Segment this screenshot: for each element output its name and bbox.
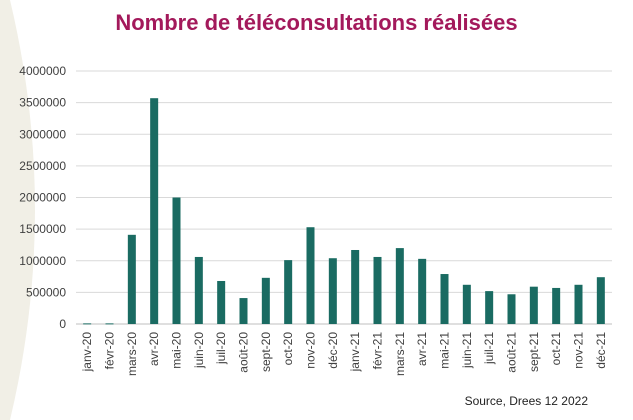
y-tick-label: 0 — [59, 317, 66, 331]
x-tick-label: août-20 — [237, 332, 251, 373]
bar-avr-21 — [418, 258, 427, 324]
x-tick-label: sept-21 — [527, 332, 541, 372]
x-tick-label: juil-21 — [482, 332, 496, 365]
bar-févr-21 — [373, 256, 382, 324]
bar-août-20 — [239, 298, 248, 324]
y-tick-label: 2000000 — [19, 191, 66, 205]
bar-mai-21 — [440, 274, 449, 324]
background-decoration — [0, 0, 35, 420]
x-tick-label: déc-20 — [326, 332, 340, 369]
bar-oct-20 — [284, 260, 293, 324]
bar-mai-20 — [172, 197, 181, 324]
bar-oct-21 — [552, 287, 561, 324]
y-tick-label: 2500000 — [19, 159, 66, 173]
source-note: Source, Drees 12 2022 — [464, 394, 588, 408]
y-tick-label: 1000000 — [19, 254, 66, 268]
bar-janv-21 — [351, 249, 360, 324]
bar-févr-20 — [105, 323, 114, 325]
x-tick-label: janv-21 — [348, 332, 362, 373]
bar-mars-21 — [395, 248, 404, 324]
x-tick-label: janv-20 — [80, 332, 94, 373]
bar-nov-20 — [306, 227, 315, 324]
bar-nov-21 — [574, 284, 583, 324]
y-tick-label: 3500000 — [19, 96, 66, 110]
y-tick-label: 500000 — [26, 285, 66, 299]
bar-janv-20 — [83, 323, 92, 325]
x-tick-label: août-21 — [505, 332, 519, 373]
x-tick-label: avr-20 — [147, 332, 161, 366]
x-tick-label: juin-21 — [460, 332, 474, 369]
x-tick-label: mars-20 — [125, 332, 139, 376]
bar-août-21 — [507, 294, 516, 324]
bar-juil-20 — [217, 280, 226, 324]
x-tick-label: févr-21 — [371, 332, 385, 370]
x-tick-label: févr-20 — [103, 332, 117, 370]
x-tick-label: sept-20 — [259, 332, 273, 372]
x-tick-label: déc-21 — [594, 332, 608, 369]
x-tick-label: mai-21 — [438, 332, 452, 369]
y-tick-label: 3000000 — [19, 127, 66, 141]
chart-title: Nombre de téléconsultations réalisées — [115, 10, 518, 35]
y-tick-label: 4000000 — [19, 64, 66, 78]
bar-déc-21 — [596, 277, 605, 324]
bar-mars-20 — [127, 234, 136, 324]
bar-juin-20 — [194, 256, 203, 324]
x-tick-label: avr-21 — [415, 332, 429, 366]
x-tick-label: mai-20 — [170, 332, 184, 369]
bar-sept-20 — [261, 277, 270, 324]
x-tick-label: juin-20 — [192, 332, 206, 369]
x-tick-label: nov-21 — [572, 332, 586, 369]
bar-avr-20 — [150, 98, 159, 324]
x-tick-label: oct-21 — [549, 332, 563, 366]
bar-juin-21 — [462, 284, 471, 324]
x-tick-label: juil-20 — [214, 332, 228, 365]
y-tick-label: 1500000 — [19, 222, 66, 236]
bar-déc-20 — [328, 258, 337, 324]
bar-juil-21 — [485, 291, 494, 324]
x-tick-label: oct-20 — [281, 332, 295, 366]
x-tick-label: mars-21 — [393, 332, 407, 376]
x-tick-label: nov-20 — [304, 332, 318, 369]
bar-sept-21 — [529, 286, 538, 324]
